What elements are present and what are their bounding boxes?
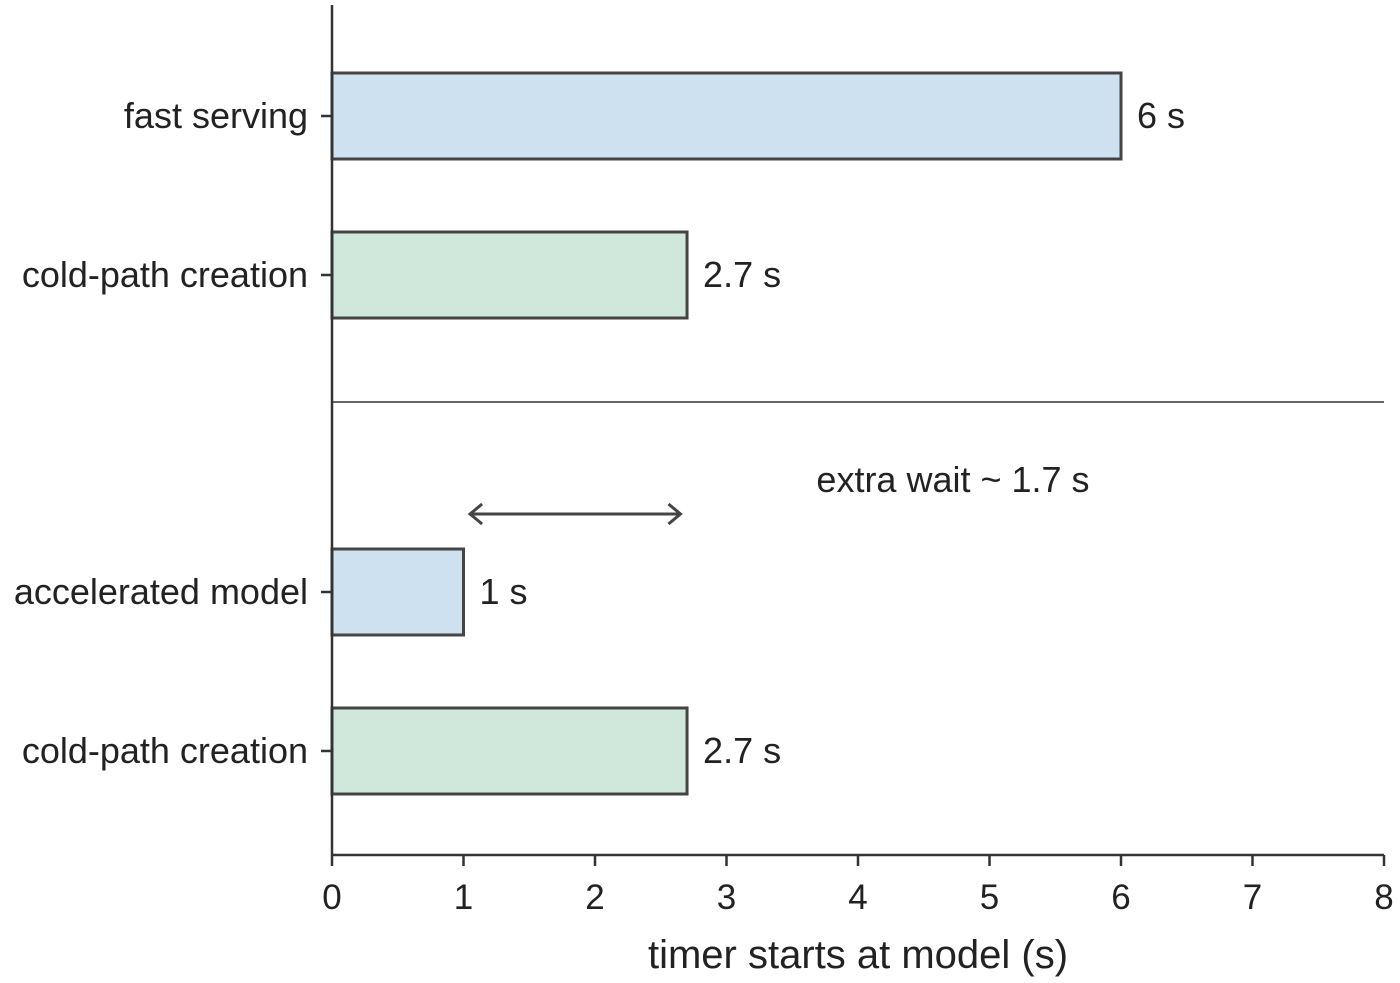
bar-1 — [330, 230, 689, 320]
value-label-1: 2.7 s — [703, 254, 781, 295]
x-tick-label-4: 4 — [848, 878, 867, 917]
x-axis-title: timer starts at model (s) — [648, 933, 1068, 977]
category-labels: fast serving cold-path creation accelerate… — [14, 95, 332, 771]
x-tick-label-5: 5 — [980, 878, 999, 917]
bar-3 — [330, 706, 689, 796]
annotation-text: extra wait ~ 1.7 s — [816, 459, 1089, 500]
bars-group — [330, 71, 1123, 796]
arrow-head-left-icon — [467, 502, 484, 526]
category-label-1: cold-path creation — [22, 254, 308, 295]
category-label-3: cold-path creation — [22, 730, 308, 771]
bar-2 — [330, 547, 465, 637]
x-ticks: 0 1 2 3 4 5 6 7 8 — [322, 855, 1394, 917]
x-tick-label-1: 1 — [454, 878, 473, 917]
x-tick-label-8: 8 — [1374, 878, 1393, 917]
category-label-2: accelerated model — [14, 571, 308, 612]
x-tick-label-2: 2 — [585, 878, 604, 917]
annotation: extra wait ~ 1.7 s — [467, 459, 1090, 526]
x-tick-label-3: 3 — [717, 878, 736, 917]
value-label-2: 1 s — [480, 571, 528, 612]
value-label-0: 6 s — [1137, 95, 1185, 136]
x-tick-label-6: 6 — [1111, 878, 1130, 917]
x-tick-label-0: 0 — [322, 878, 341, 917]
value-labels: 6 s 2.7 s 1 s 2.7 s — [480, 95, 1186, 771]
x-tick-label-7: 7 — [1243, 878, 1262, 917]
bar-0 — [330, 71, 1123, 161]
arrow-head-right-icon — [667, 502, 683, 526]
category-label-0: fast serving — [124, 95, 308, 136]
value-label-3: 2.7 s — [703, 730, 781, 771]
